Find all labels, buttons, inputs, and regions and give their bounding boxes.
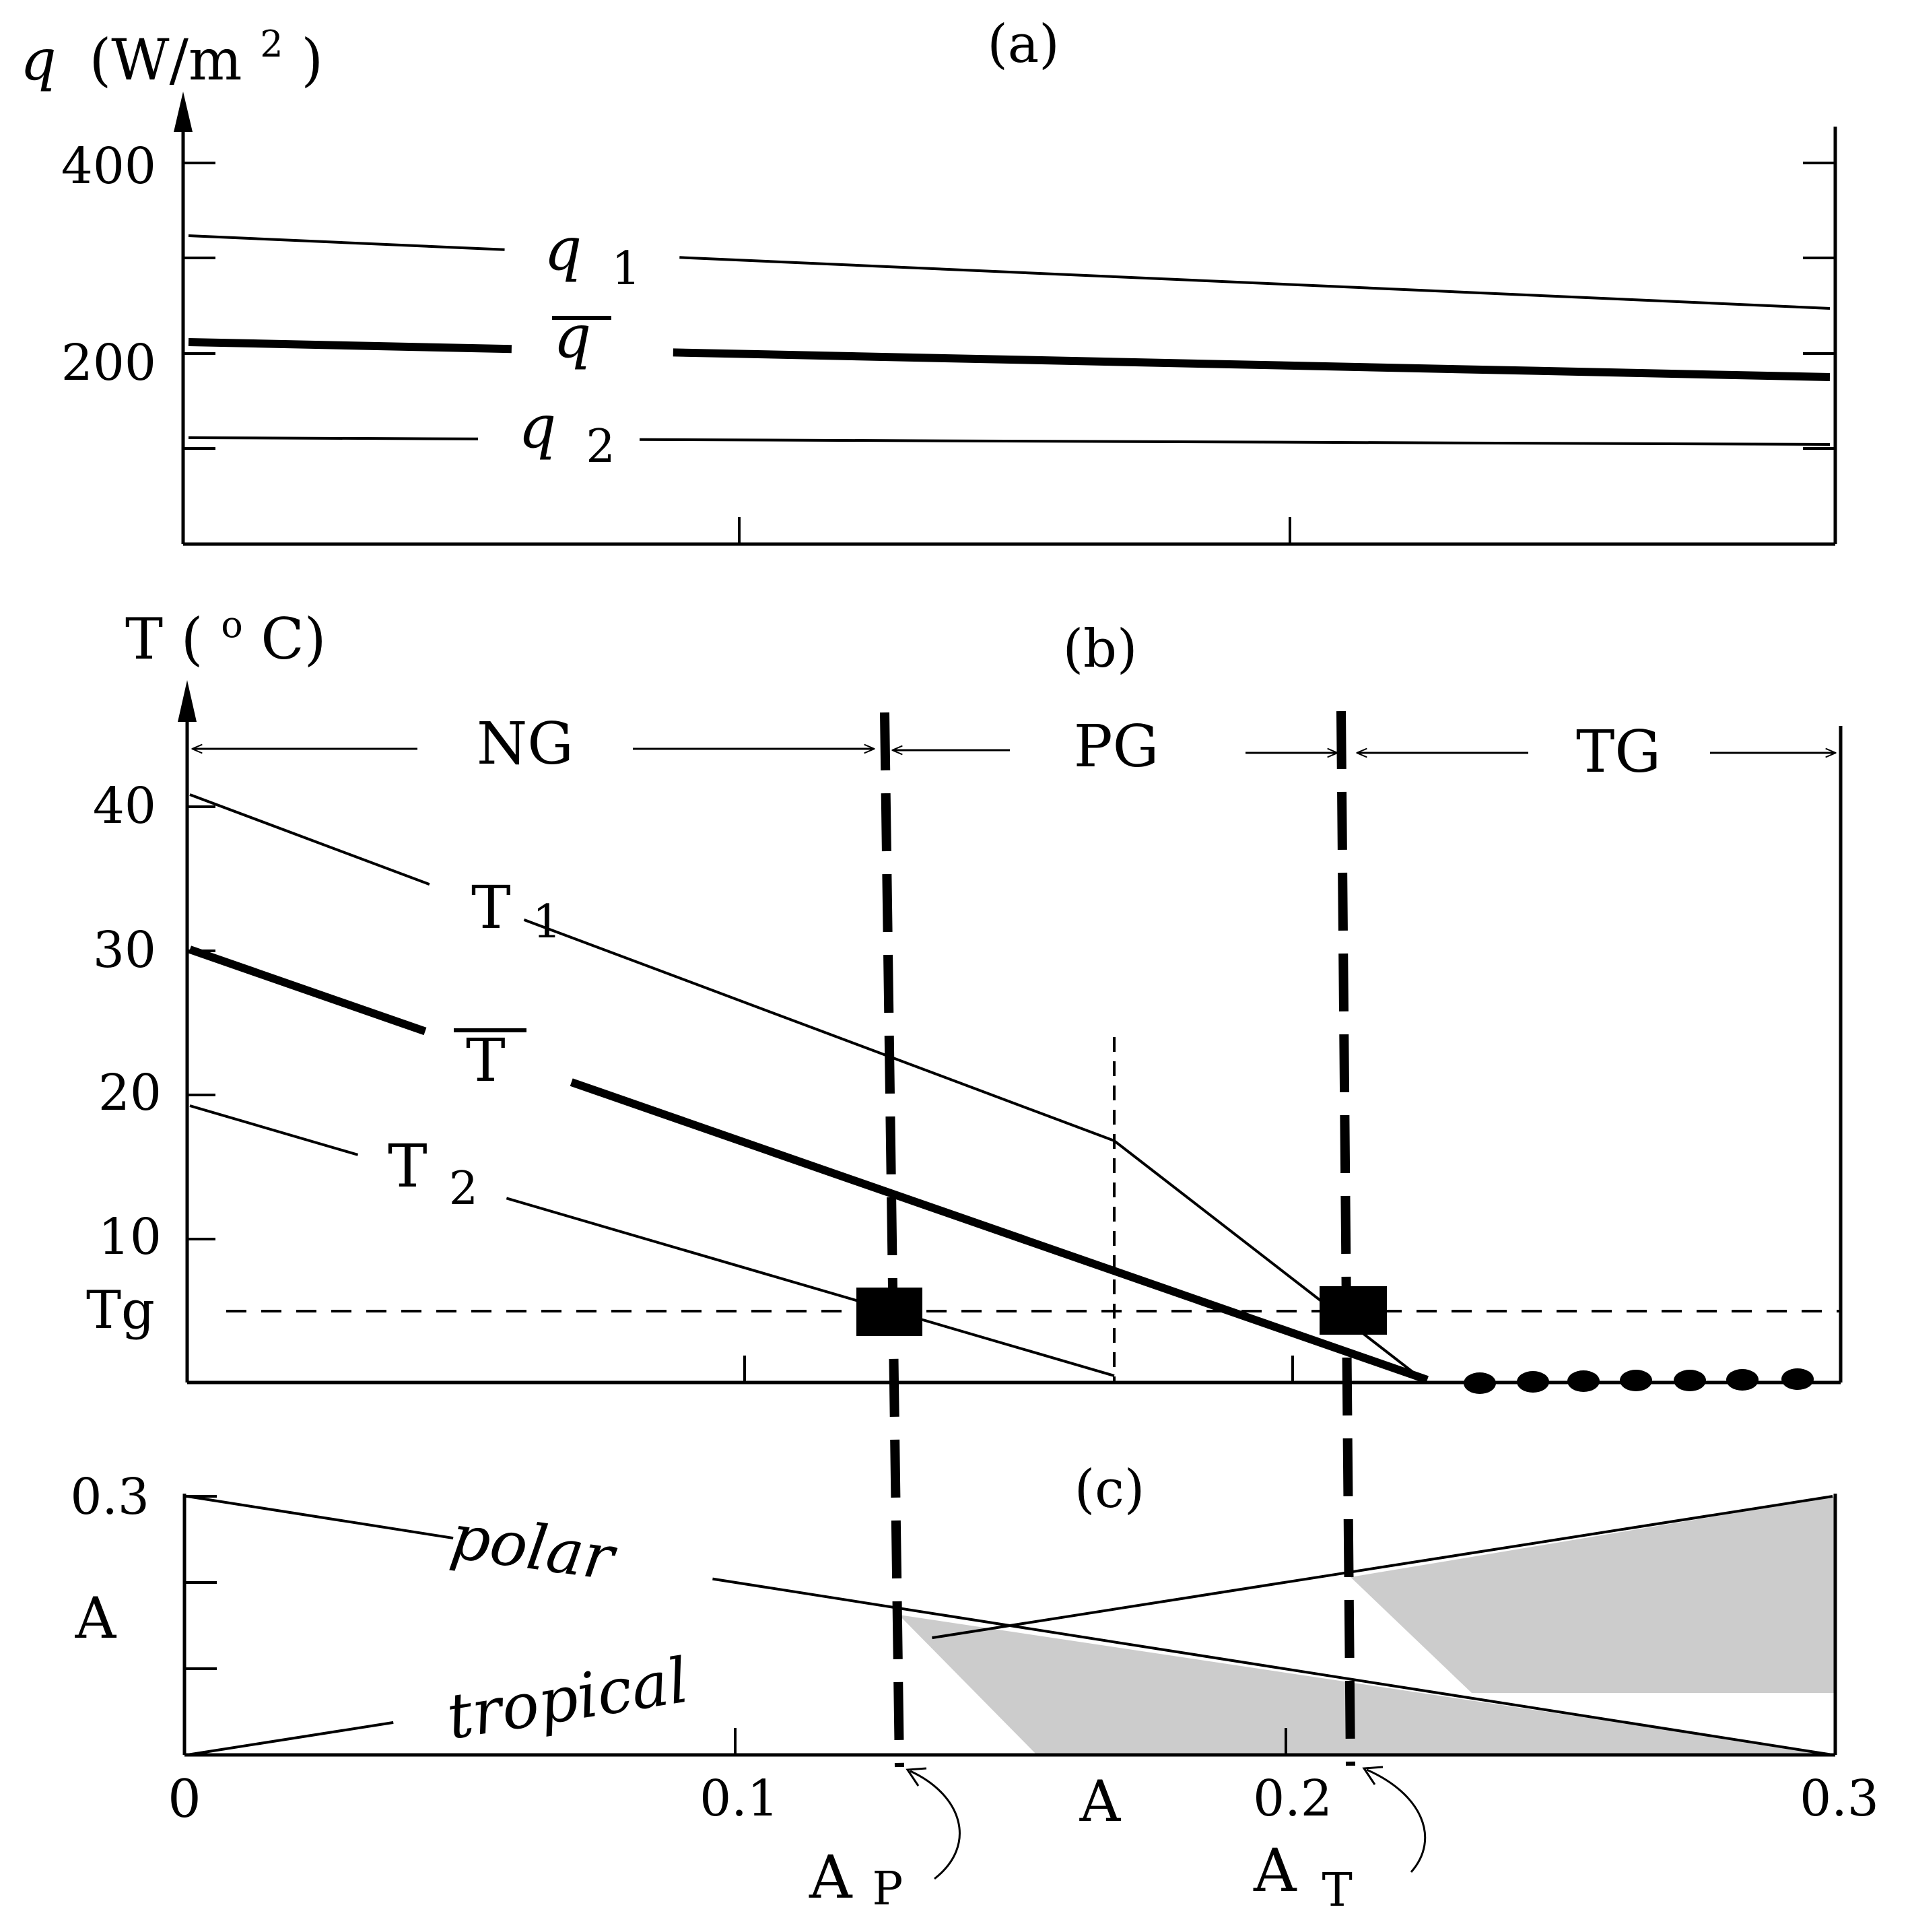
ap-pointer-head bbox=[906, 1767, 927, 1787]
series-line-q1 bbox=[188, 234, 1831, 310]
panel-a-y-axis-label: q (W/m 2 ) bbox=[20, 4, 323, 93]
panel-a-y-unit: (W/m bbox=[89, 27, 242, 93]
t2-sub: 2 bbox=[449, 1162, 478, 1215]
series-label-q-bar: q bbox=[553, 302, 591, 371]
panel-a-y-var: q bbox=[20, 27, 57, 93]
at-pointer-head bbox=[1362, 1766, 1384, 1785]
panel-a-y-unit-close: ) bbox=[301, 27, 323, 93]
ap-pointer-curve bbox=[910, 1770, 961, 1880]
panel-a: (a) q (W/m 2 ) 400 200 q bbox=[20, 4, 1837, 546]
panel-a-ytick-label-200: 200 bbox=[61, 334, 156, 392]
q2-sub: 2 bbox=[586, 420, 615, 473]
panel-b-ytick-label-10: 10 bbox=[98, 1208, 162, 1266]
threshold-line-at bbox=[1336, 710, 1355, 1766]
ap-sub: P bbox=[873, 1863, 903, 1916]
ap-base: A bbox=[809, 1842, 853, 1912]
tail-dot bbox=[1464, 1372, 1496, 1394]
tail-dot bbox=[1620, 1370, 1652, 1391]
t1-base: T bbox=[471, 873, 511, 942]
threshold-line-ap bbox=[880, 712, 904, 1768]
panel-b-ytick-label-20: 20 bbox=[98, 1064, 162, 1122]
panel-b: (b) T ( o C) 40 30 20 10 Tg bbox=[86, 585, 1843, 1394]
t2-base: T bbox=[388, 1131, 428, 1201]
intersection-marker-at bbox=[1320, 1286, 1387, 1335]
tail-dot bbox=[1674, 1370, 1706, 1391]
panel-b-y-arrowhead bbox=[178, 680, 197, 722]
panel-a-y-unit-sup: 2 bbox=[260, 23, 283, 65]
panel-b-y-label-close: C) bbox=[261, 606, 326, 672]
tail-dot bbox=[1781, 1368, 1814, 1390]
panel-c: (c) 0.3 A polar tropical 0 0.1 0.2 0.3 A bbox=[70, 1459, 1879, 1917]
panel-b-ytick-label-40: 40 bbox=[93, 777, 156, 835]
at-sub: T bbox=[1322, 1864, 1353, 1917]
panel-b-y-axis-label: T ( o C) bbox=[125, 585, 326, 672]
q2-base: q bbox=[518, 392, 556, 461]
region-label-pg: PG bbox=[1074, 713, 1159, 780]
panel-a-y-arrowhead bbox=[174, 92, 193, 132]
panel-b-ytick-label-30: 30 bbox=[93, 921, 156, 979]
q1-sub: 1 bbox=[611, 242, 640, 296]
panel-b-title: (b) bbox=[1063, 619, 1138, 679]
panel-c-x-axis-label: A bbox=[1079, 1768, 1122, 1834]
dotted-tail bbox=[1464, 1368, 1814, 1394]
tail-dot bbox=[1567, 1370, 1600, 1392]
series-line-tropical bbox=[186, 1495, 1833, 1756]
panel-c-xtick-label-0.2: 0.2 bbox=[1253, 1770, 1332, 1828]
series-line-t-bar bbox=[189, 945, 1429, 1384]
panel-c-ytick-label-0.3: 0.3 bbox=[70, 1468, 149, 1526]
series-line-t2 bbox=[189, 1104, 1115, 1377]
panel-c-xtick-label-0.3: 0.3 bbox=[1800, 1770, 1879, 1828]
at-base: A bbox=[1253, 1836, 1297, 1905]
series-line-t1 bbox=[189, 793, 1426, 1383]
panel-a-ytick-label-400: 400 bbox=[61, 137, 156, 195]
shaded-region-right bbox=[1351, 1496, 1835, 1693]
threshold-label-at: A T bbox=[1253, 1836, 1353, 1917]
region-label-tg: TG bbox=[1576, 719, 1661, 786]
series-label-tropical: tropical bbox=[442, 1644, 693, 1754]
region-label-ng: NG bbox=[477, 710, 574, 778]
series-label-polar: polar bbox=[446, 1500, 621, 1595]
panel-c-xtick-label-0.1: 0.1 bbox=[700, 1770, 779, 1828]
panel-a-ticks bbox=[183, 162, 1835, 544]
series-label-t2: T 2 bbox=[388, 1131, 478, 1215]
panel-b-ytick-label-tg: Tg bbox=[86, 1280, 155, 1341]
tail-dot bbox=[1726, 1369, 1759, 1391]
tail-dot bbox=[1517, 1371, 1549, 1393]
series-line-q2 bbox=[188, 436, 1831, 446]
series-line-q-bar bbox=[188, 338, 1831, 381]
intersection-marker-ap bbox=[856, 1288, 922, 1336]
series-label-q1: q 1 bbox=[544, 214, 641, 296]
threshold-label-ap: A P bbox=[809, 1842, 903, 1916]
panel-b-y-label-sup: o bbox=[221, 603, 243, 646]
panel-c-y-axis-label: A bbox=[75, 1585, 117, 1651]
t1-sub: 1 bbox=[533, 896, 561, 949]
panel-c-title: (c) bbox=[1075, 1459, 1145, 1520]
q1-base: q bbox=[544, 214, 582, 284]
panel-b-yticks bbox=[187, 805, 1294, 1383]
region-arrows bbox=[193, 749, 1835, 753]
series-label-q2: q 2 bbox=[518, 392, 615, 473]
panel-a-title: (a) bbox=[987, 14, 1059, 75]
at-pointer-curve bbox=[1366, 1768, 1427, 1873]
series-label-t-bar: T bbox=[466, 1026, 506, 1095]
series-label-t1: T 1 bbox=[471, 873, 561, 949]
panel-c-xtick-label-0: 0 bbox=[168, 1769, 201, 1830]
panel-b-y-label: T ( bbox=[125, 606, 221, 672]
